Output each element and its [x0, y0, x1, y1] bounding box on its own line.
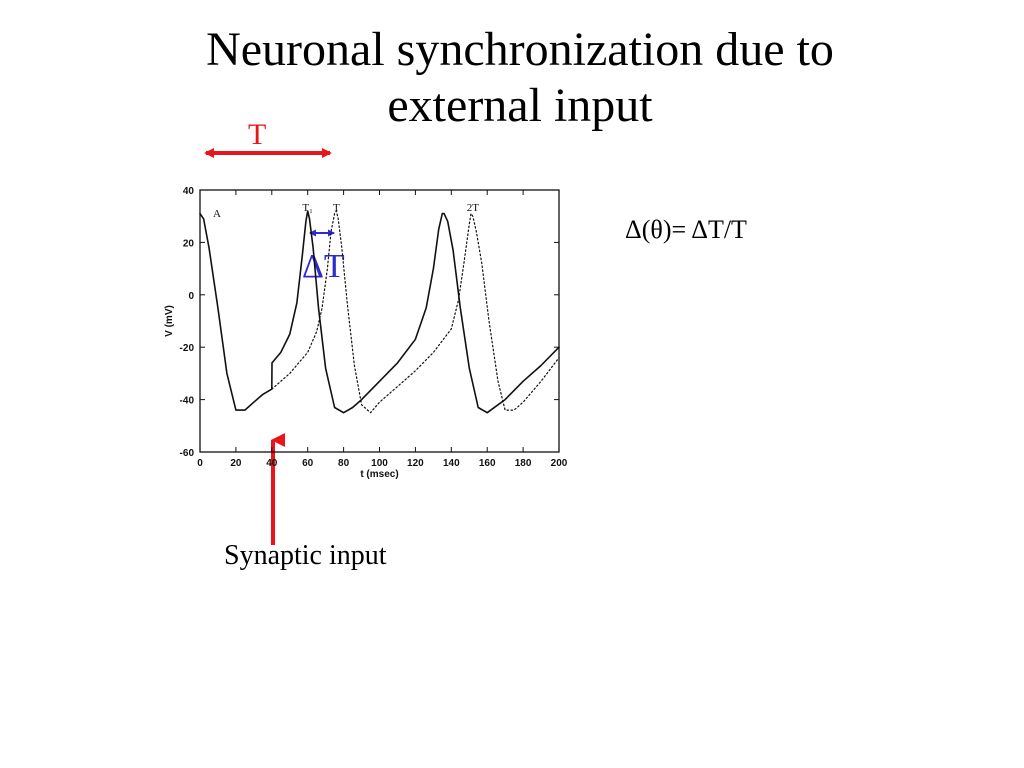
x-tick-label: 120: [407, 458, 424, 469]
unperturbed-trace-line: [271, 210, 560, 414]
perturbed-trace-line: [199, 210, 560, 414]
peak-annotation: 2T: [467, 202, 480, 214]
x-tick-label: 0: [197, 458, 203, 469]
x-tick-label: 160: [479, 458, 496, 469]
voltage-trace-chart: 0 20 40 60 80 100 120 140 160 180 200 -60 -40 -20 0 20 4…: [164, 186, 568, 480]
x-tick-label: 140: [443, 458, 460, 469]
plot-frame: [199, 189, 560, 453]
x-tick-label: 60: [302, 458, 314, 469]
peak-annotation: T₁: [302, 202, 313, 214]
x-tick-label: 40: [266, 458, 278, 469]
title-line-2: external input: [387, 79, 653, 132]
title-line-1: Neuronal synchronization due to: [206, 23, 834, 76]
panel-label: A: [213, 208, 221, 220]
y-tick-label: -40: [180, 396, 195, 407]
synaptic-input-label: Synaptic input: [224, 540, 387, 571]
x-tick-label: 200: [551, 458, 568, 469]
y-axis-label: V (mV): [164, 305, 175, 337]
x-tick-label: 180: [515, 458, 532, 469]
x-tick-label: 80: [338, 458, 350, 469]
x-axis-label: t (msec): [360, 469, 398, 480]
y-tick-label: -20: [180, 343, 195, 354]
peak-annotation: T: [333, 202, 340, 214]
y-tick-label: 0: [188, 291, 194, 302]
x-tick-label: 20: [230, 458, 242, 469]
y-tick-label: -60: [180, 448, 195, 459]
slide-title: Neuronal synchronization due to external…: [0, 22, 1024, 134]
x-tick-label: 100: [371, 458, 388, 469]
delta-t-label: ΔT: [302, 248, 345, 285]
y-tick-label: 20: [183, 238, 195, 249]
phase-formula: Δ(θ)= ΔT/T: [625, 215, 747, 244]
y-tick-label: 40: [183, 186, 195, 197]
period-label: T: [248, 118, 267, 151]
